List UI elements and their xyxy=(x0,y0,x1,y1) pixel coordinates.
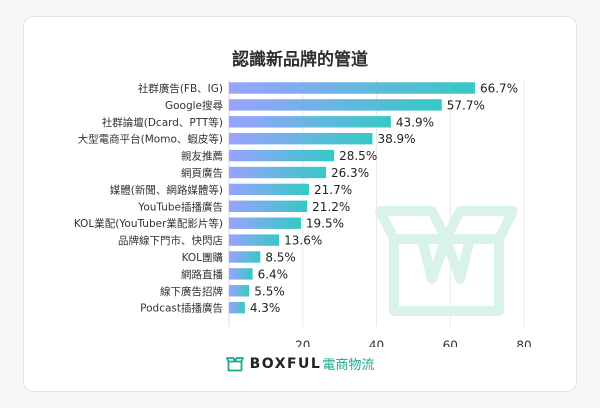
data-label: 57.7% xyxy=(447,98,485,112)
bar xyxy=(229,116,391,128)
data-label: 13.6% xyxy=(284,234,322,248)
x-tick-label: 80 xyxy=(516,339,531,347)
bar xyxy=(229,149,335,162)
category-label: 社群廣告(FB、IG) xyxy=(138,82,223,95)
chart-card: 認識新品牌的管道 20 40 60 80 社群廣告(FB、IG) 66.7% Google搜… xyxy=(23,16,577,392)
category-label: KOL團購 xyxy=(182,251,224,264)
bar xyxy=(229,133,373,145)
data-label: 19.5% xyxy=(306,217,344,231)
category-label: 社群論壇(Dcard、PTT等) xyxy=(102,116,223,129)
category-label: 媒體(新聞、網路媒體等) xyxy=(110,183,223,196)
brand-subtitle: 電商物流 xyxy=(322,358,375,373)
data-label: 66.7% xyxy=(480,82,518,96)
data-label: 4.3% xyxy=(250,301,281,315)
data-label: 5.5% xyxy=(254,284,285,298)
category-label: KOL業配(YouTuber業配影片等) xyxy=(74,217,223,230)
data-label: 28.5% xyxy=(339,149,377,163)
category-label: 網頁廣告 xyxy=(181,167,223,180)
data-label: 8.5% xyxy=(265,251,296,265)
data-label: 21.7% xyxy=(314,183,352,197)
bar-chart: 20 40 60 80 社群廣告(FB、IG) 66.7% Google搜尋 57.7% 社群論… xyxy=(74,80,532,347)
brand-name: BOXFUL xyxy=(249,355,322,372)
box-icon xyxy=(225,356,244,371)
category-label: 大型電商平台(Momo、蝦皮等) xyxy=(78,133,223,146)
x-tick-label: 20 xyxy=(295,339,310,347)
bar xyxy=(229,99,442,111)
bar xyxy=(229,285,250,297)
data-label: 6.4% xyxy=(258,267,289,281)
x-tick-label: 60 xyxy=(443,339,458,347)
box-watermark-icon xyxy=(375,206,518,316)
data-label: 43.9% xyxy=(396,115,434,129)
bar xyxy=(229,200,308,212)
bar xyxy=(229,251,261,263)
data-label: 26.3% xyxy=(331,166,369,180)
bar xyxy=(229,217,301,229)
data-label: 38.9% xyxy=(377,132,415,146)
category-label: YouTube插播廣告 xyxy=(137,200,223,213)
category-label: Podcast插播廣告 xyxy=(140,302,223,315)
category-label: 品牌線下門市、快閃店 xyxy=(118,234,223,247)
bar xyxy=(229,302,245,314)
chart-title: 認識新品牌的管道 xyxy=(232,50,368,70)
bar xyxy=(229,268,253,280)
category-label: 線下廣告招牌 xyxy=(160,285,223,298)
bar xyxy=(229,166,326,179)
data-label: 21.2% xyxy=(312,200,350,214)
category-label: 網路直播 xyxy=(181,268,223,281)
brand-logo: BOXFUL 電商物流 xyxy=(24,354,576,373)
bar xyxy=(229,82,475,94)
bar xyxy=(229,183,310,196)
category-label: 親友推薦 xyxy=(181,150,223,163)
bar xyxy=(229,234,280,246)
category-label: Google搜尋 xyxy=(165,99,224,112)
x-tick-label: 40 xyxy=(369,339,384,347)
